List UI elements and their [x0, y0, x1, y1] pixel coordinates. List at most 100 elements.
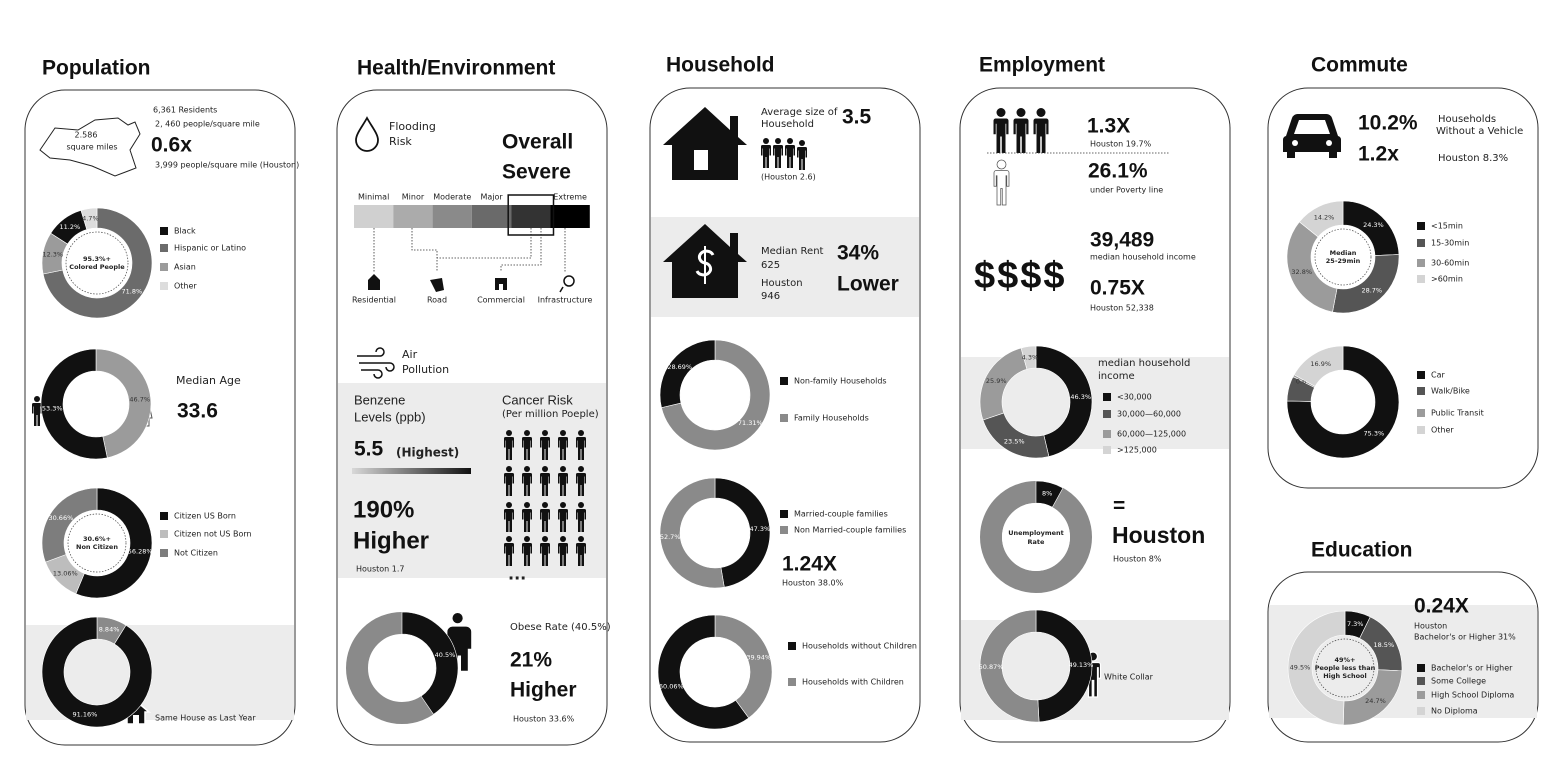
donut-segment: [659, 477, 725, 589]
value-label: 7.3%: [1347, 620, 1364, 628]
income-label: median household income: [1090, 253, 1196, 262]
value-label: 4.3%: [1022, 353, 1039, 361]
center-label: High School: [1323, 672, 1367, 680]
legend-swatch: [1417, 222, 1425, 230]
section-title: Household: [666, 54, 775, 77]
donut-segment: [1298, 200, 1344, 238]
rent-label: Median Rent: [761, 246, 824, 257]
legend-swatch: [160, 512, 168, 520]
value-label: 71.8%: [122, 287, 143, 295]
legend-swatch: [788, 642, 796, 650]
value-label: 25.9%: [986, 377, 1007, 385]
benzene-label: Benzene: [354, 392, 405, 407]
dollar-icons: $$$$: [974, 255, 1067, 297]
target-label: Commercial: [477, 296, 525, 305]
legend-label: No Diploma: [1431, 707, 1478, 716]
legend-label: Some College: [1431, 677, 1486, 686]
rent-houston: Houston: [761, 278, 803, 289]
value-label: 49.5%: [1290, 663, 1311, 671]
inner-ring: [67, 513, 127, 573]
legend-label: <30,000: [1117, 393, 1152, 402]
scale-highlight: [507, 194, 555, 236]
value-label: 52.7%: [660, 533, 681, 541]
legend-label: Married-couple families: [794, 510, 888, 519]
flooding-label: Risk: [389, 135, 412, 148]
benzene-scale: [352, 468, 471, 474]
inner-disc: [1002, 503, 1070, 571]
donut-segment: [1020, 345, 1037, 370]
scale-segment: [471, 205, 512, 228]
rent-change: Lower: [837, 273, 899, 296]
legend-swatch: [1417, 387, 1425, 395]
center-label: 25-29min: [1326, 257, 1361, 265]
obesity-label: Obese Rate (40.5%): [510, 622, 611, 633]
vehicle-houston: Houston 8.3%: [1438, 153, 1508, 164]
donut-segment: [1035, 609, 1093, 723]
value-label: 50.87%: [979, 663, 1004, 671]
value-label: 8%: [1042, 489, 1052, 497]
no-vehicle-label: Households: [1438, 114, 1496, 125]
legend-swatch: [780, 377, 788, 385]
target-label: Residential: [352, 296, 396, 305]
legend-label: Walk/Bike: [1431, 387, 1470, 396]
value-label: 16.9%: [1310, 360, 1331, 368]
overall-risk: Overall: [502, 131, 573, 154]
legend-label: Non-family Households: [794, 377, 887, 386]
scale-label: Extreme: [553, 193, 587, 202]
section-title: Population: [42, 57, 151, 80]
legend-label: Hispanic or Latino: [174, 244, 246, 253]
rent-change: 34%: [837, 242, 879, 265]
legend-swatch: [1417, 259, 1425, 267]
equal-sign: =: [1113, 495, 1125, 518]
legend-label: Asian: [174, 263, 196, 272]
legend-label: Family Households: [794, 414, 869, 423]
education-houston: Bachelor's or Higher 31%: [1414, 633, 1516, 642]
section-title: Health/Environment: [357, 57, 555, 80]
air-label: Pollution: [402, 363, 449, 376]
legend-swatch: [788, 678, 796, 686]
obesity-houston: Houston 33.6%: [513, 715, 575, 724]
overall-risk: Severe: [502, 161, 571, 184]
flood-connectors: [373, 228, 566, 272]
donut-segment: [714, 477, 771, 588]
income-ratio: 0.75X: [1090, 277, 1145, 300]
legend-swatch: [160, 530, 168, 538]
value-label: 53.3%: [42, 405, 63, 413]
legend-label: Car: [1431, 371, 1445, 380]
legend-swatch: [1417, 677, 1425, 685]
poverty-houston: Houston 19.7%: [1090, 140, 1152, 149]
value-label: 24.3%: [1363, 221, 1384, 229]
panel: [1267, 87, 1539, 489]
married-houston: Houston 38.0%: [782, 579, 844, 588]
value-label: 49.13%: [1069, 661, 1094, 669]
inner-ring: [1314, 228, 1372, 286]
density: 2, 460 people/square mile: [155, 120, 260, 129]
donut-segment: [1287, 610, 1346, 726]
legend-swatch: [1417, 409, 1425, 417]
house-icon: [663, 107, 747, 180]
section-title: Commute: [1311, 54, 1408, 77]
value-label: 40.5%: [435, 651, 456, 659]
legend-label: Households without Children: [802, 642, 917, 651]
no-vehicle-rate: 10.2%: [1358, 112, 1418, 135]
benzene-houston: Houston 1.7: [356, 565, 405, 574]
legend-swatch: [780, 510, 788, 518]
value-label: 91.16%: [73, 710, 98, 718]
legend-swatch: [160, 282, 168, 290]
center-label: Non Citizen: [76, 543, 118, 551]
center-label: Rate: [1028, 538, 1045, 546]
scale-segment: [393, 205, 433, 228]
legend-swatch: [1417, 426, 1425, 434]
value-label: 13.06%: [53, 570, 78, 578]
legend-swatch: [160, 263, 168, 271]
value-label: 4.7%: [82, 214, 99, 222]
education-ratio: 0.24X: [1414, 595, 1469, 618]
air-label: Air: [402, 348, 418, 361]
center-label: Colored People: [69, 263, 125, 271]
car-icon: [1282, 113, 1342, 158]
rent-value: 625: [761, 260, 780, 271]
size-houston: (Houston 2.6): [761, 173, 816, 182]
legend-swatch: [1103, 393, 1111, 401]
value-label: 18.5%: [1373, 641, 1394, 649]
legend-label: High School Diploma: [1431, 691, 1514, 700]
